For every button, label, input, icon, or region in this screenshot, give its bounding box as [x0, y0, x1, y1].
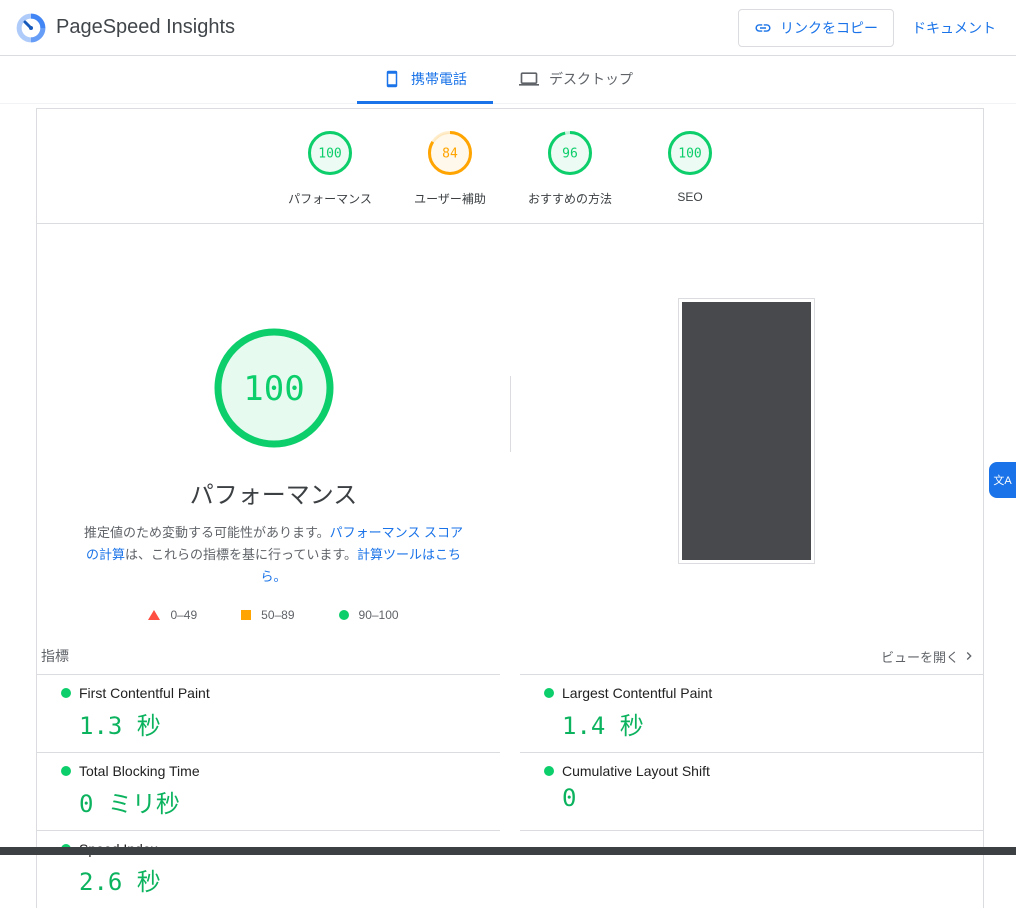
metric-speed-index: Speed Index 2.6 秒	[37, 830, 500, 908]
docs-link[interactable]: ドキュメント	[912, 19, 996, 36]
vertical-divider	[510, 376, 511, 452]
tab-mobile-label: 携帯電話	[411, 70, 467, 87]
big-gauge-ring: 100	[214, 328, 333, 448]
metric-total-blocking-time: Total Blocking Time 0 ミリ秒	[37, 752, 500, 830]
metrics-heading: 指標	[41, 648, 69, 665]
score-calc-link[interactable]: パフォーマンス スコアの計算	[85, 525, 464, 563]
translate-tab[interactable]: 文A	[989, 462, 1016, 498]
svg-text:96: 96	[562, 147, 578, 162]
score-label: SEO	[677, 190, 703, 204]
metric-value: 1.3 秒	[79, 712, 161, 741]
svg-text:100: 100	[318, 147, 341, 162]
svg-text:100: 100	[678, 147, 701, 162]
metric-name: First Contentful Paint	[79, 685, 210, 702]
legend-average: 50–89	[241, 608, 295, 623]
seo-gauge-ring: 100	[668, 131, 712, 175]
translate-icon: 文A	[993, 475, 1012, 487]
pass-dot-icon	[544, 688, 554, 699]
pass-dot-icon	[544, 766, 554, 777]
tab-desktop-label: デスクトップ	[549, 70, 633, 87]
expand-view-label: ビューを開く	[880, 649, 959, 665]
pagespeed-logo[interactable]: PageSpeed Insights	[16, 13, 235, 43]
category-scores-row: 100 パフォーマンス 84 ユーザー補助 96 おすすめの方法	[37, 109, 983, 224]
metric-cumulative-layout-shift: Cumulative Layout Shift 0	[520, 752, 983, 830]
link-icon	[755, 23, 771, 32]
score-gauge-accessibility[interactable]: 84 ユーザー補助	[390, 129, 510, 207]
pagespeed-logo-icon	[16, 13, 46, 42]
app-title: PageSpeed Insights	[56, 16, 236, 38]
tab-desktop[interactable]: デスクトップ	[493, 56, 659, 104]
performance-gauge-ring: 100	[308, 131, 352, 175]
screenshot-column	[510, 294, 983, 622]
copy-link-button[interactable]: リンクをコピー	[738, 8, 894, 47]
legend-fail: 0–49	[148, 608, 197, 622]
score-legend: 0–49 50–89 90–100	[148, 608, 399, 623]
copy-link-label: リンクをコピー	[780, 19, 878, 36]
metric-value: 0	[562, 784, 577, 813]
score-gauge-seo[interactable]: 100 SEO	[630, 129, 750, 207]
legend-pass: 90–100	[338, 608, 399, 623]
metric-value: 2.6 秒	[79, 868, 161, 897]
smartphone-icon	[386, 70, 398, 87]
pass-dot-icon	[61, 766, 71, 777]
report-card: 100 パフォーマンス 84 ユーザー補助 96 おすすめの方法	[36, 108, 984, 908]
page-screenshot-frame	[678, 298, 815, 564]
fail-triangle-icon	[148, 610, 161, 621]
metric-empty-cell	[520, 830, 983, 908]
header: PageSpeed Insights リンクをコピー ドキュメント	[0, 0, 1016, 56]
performance-disclaimer: 推定値のため変動する可能性があります。パフォーマンス スコアの計算は、これらの指…	[78, 522, 470, 588]
device-tabs: 携帯電話 デスクトップ	[0, 56, 1016, 104]
performance-section: 100 パフォーマンス 推定値のため変動する可能性があります。パフォーマンス ス…	[37, 224, 983, 636]
performance-big-gauge: 100	[210, 324, 338, 457]
legend-range: 0–49	[170, 608, 198, 623]
score-label: パフォーマンス	[288, 192, 372, 206]
disclaimer-text: 推定値のため変動する可能性があります。	[83, 525, 330, 540]
metric-name: Cumulative Layout Shift	[562, 763, 710, 780]
tab-mobile[interactable]: 携帯電話	[357, 56, 493, 104]
metric-value: 1.4 秒	[562, 712, 644, 741]
score-label: ユーザー補助	[414, 192, 486, 206]
score-label: おすすめの方法	[527, 192, 612, 206]
performance-summary: 100 パフォーマンス 推定値のため変動する可能性があります。パフォーマンス ス…	[37, 294, 510, 622]
page-screenshot	[682, 302, 811, 560]
metric-name: Largest Contentful Paint	[562, 685, 713, 702]
score-gauge-performance[interactable]: 100 パフォーマンス	[270, 129, 390, 207]
legend-range: 90–100	[358, 608, 399, 623]
svg-text:100: 100	[243, 369, 304, 409]
best-practices-gauge-ring: 96	[548, 131, 592, 175]
chevron-right-icon	[966, 652, 972, 661]
metrics-header: 指標 ビューを開く	[37, 636, 983, 674]
metric-largest-contentful-paint: Largest Contentful Paint 1.4 秒	[520, 674, 983, 752]
performance-title: パフォーマンス	[189, 482, 358, 509]
pass-circle-icon	[338, 610, 349, 621]
header-actions: リンクをコピー ドキュメント	[738, 8, 1004, 47]
accessibility-gauge-ring: 84	[428, 131, 472, 175]
bottom-dark-strip	[0, 847, 1016, 855]
legend-range: 50–89	[261, 608, 295, 623]
svg-text:84: 84	[442, 147, 458, 162]
desktop-icon	[519, 71, 539, 86]
metric-value: 0 ミリ秒	[79, 790, 180, 819]
disclaimer-text: は、これらの指標を基に行っています。	[124, 547, 358, 563]
metric-first-contentful-paint: First Contentful Paint 1.3 秒	[37, 674, 500, 752]
metric-name: Total Blocking Time	[79, 763, 200, 780]
average-square-icon	[241, 610, 252, 621]
pass-dot-icon	[61, 688, 71, 699]
expand-view-button[interactable]: ビューを開く	[881, 647, 977, 666]
calculator-link[interactable]: 計算ツールはこちら。	[260, 547, 462, 585]
metrics-grid: First Contentful Paint 1.3 秒 Largest Con…	[37, 674, 983, 908]
score-gauge-best-practices[interactable]: 96 おすすめの方法	[510, 129, 630, 207]
